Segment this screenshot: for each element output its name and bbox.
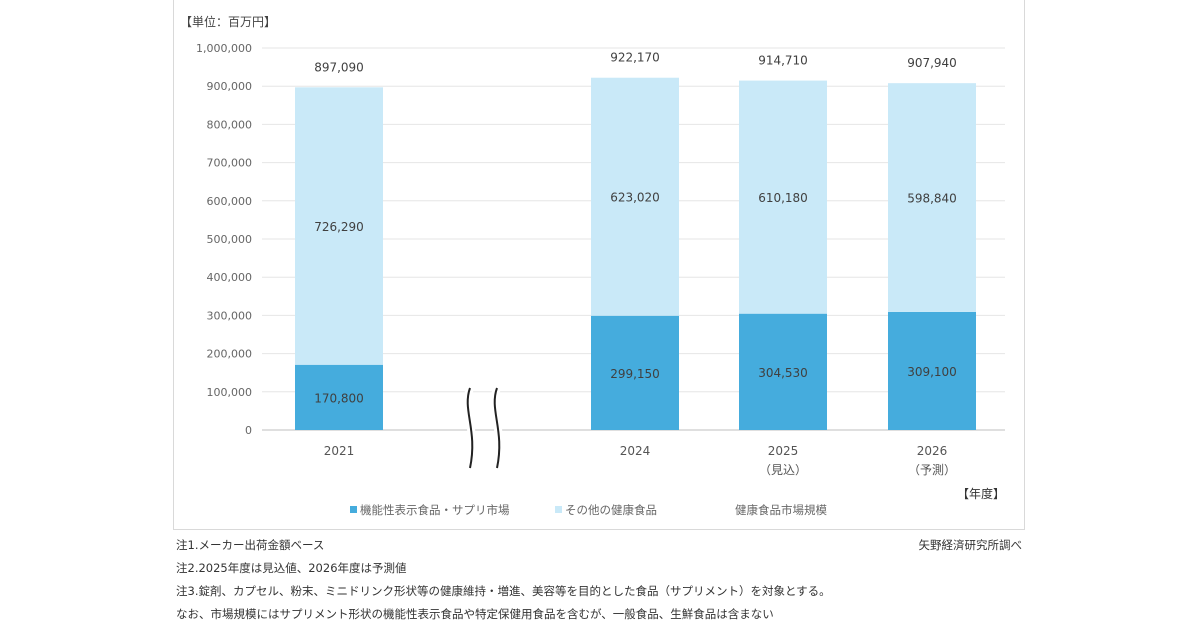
note-2: 注2.2025年度は見込値、2026年度は予測値 — [176, 561, 407, 575]
legend-label: その他の健康食品 — [565, 503, 657, 517]
data-label: 309,100 — [907, 365, 957, 379]
data-label: 623,020 — [610, 191, 660, 205]
bar-segment-other — [888, 83, 976, 312]
data-label: 610,180 — [758, 191, 808, 205]
total-label: 922,170 — [610, 51, 660, 65]
y-tick-label: 200,000 — [207, 348, 253, 361]
x-tick-label: 2024 — [620, 444, 651, 458]
legend-label: 健康食品市場規模 — [735, 503, 827, 517]
data-label: 598,840 — [907, 192, 957, 206]
x-tick-sublabel: （予測） — [908, 463, 956, 477]
data-label: 170,800 — [314, 391, 364, 405]
y-tick-label: 100,000 — [207, 386, 253, 399]
data-label: 726,290 — [314, 220, 364, 234]
note-4: なお、市場規模にはサプリメント形状の機能性表示食品や特定保健用食品を含むが、一般… — [176, 607, 774, 621]
y-tick-label: 1,000,000 — [196, 42, 252, 55]
bar-segment-supplement — [591, 315, 679, 430]
source: 矢野経済研究所調べ — [918, 538, 1023, 552]
chart-frame — [173, 0, 1025, 530]
note-1: 注1.メーカー出荷金額ベース — [176, 538, 325, 552]
axis-break-icon — [466, 387, 474, 469]
data-label: 299,150 — [610, 367, 660, 381]
legend-swatch — [555, 506, 562, 513]
bar-segment-supplement — [295, 364, 383, 430]
y-tick-label: 300,000 — [207, 309, 253, 322]
y-tick-label: 700,000 — [207, 157, 253, 170]
total-label: 897,090 — [314, 60, 364, 74]
y-tick-label: 0 — [245, 424, 252, 437]
total-label: 914,710 — [758, 54, 808, 68]
x-axis-title: 【年度】 — [957, 486, 1005, 501]
y-tick-label: 500,000 — [207, 233, 253, 246]
bar-segment-supplement — [739, 313, 827, 430]
y-tick-label: 400,000 — [207, 271, 253, 284]
bar-segment-supplement — [888, 311, 976, 430]
bar-segment-other — [739, 80, 827, 314]
x-tick-label: 2026 — [917, 444, 948, 458]
bar-segment-other — [591, 77, 679, 316]
stacked-bar-chart: 【単位：百万円】 0 100,000 200,000 300,000 400,000 500… — [180, 14, 1005, 517]
x-tick-sublabel: （見込） — [759, 463, 807, 477]
y-tick-label: 900,000 — [207, 80, 253, 93]
x-tick-label: 2021 — [324, 444, 355, 458]
y-tick-label: 600,000 — [207, 195, 253, 208]
x-tick-label: 2025 — [768, 444, 799, 458]
axis-break-icon — [493, 387, 501, 469]
total-label: 907,940 — [907, 56, 957, 70]
legend-swatch — [350, 506, 357, 513]
y-tick-label: 800,000 — [207, 118, 253, 131]
legend-label: 機能性表示食品・サプリ市場 — [360, 503, 510, 517]
bar-segment-other — [295, 87, 383, 365]
note-3: 注3.錠剤、カプセル、粉末、ミニドリンク形状等の健康維持・増進、美容等を目的とし… — [176, 584, 831, 598]
unit-label: 【単位：百万円】 — [180, 14, 276, 29]
data-label: 304,530 — [758, 366, 808, 380]
